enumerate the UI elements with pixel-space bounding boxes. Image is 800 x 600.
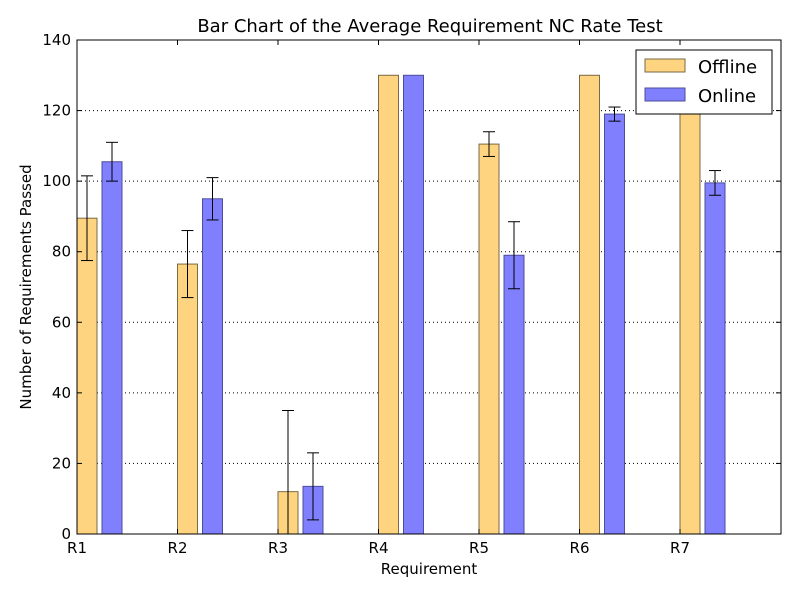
y-axis-label: Number of Requirements Passed bbox=[17, 164, 35, 409]
bars bbox=[76, 74, 726, 535]
y-tick-label: 80 bbox=[52, 243, 71, 261]
x-tick-label: R7 bbox=[670, 539, 690, 557]
legend-swatch-offline bbox=[644, 58, 686, 73]
bar-online-r6 bbox=[604, 113, 625, 535]
x-tick-label: R2 bbox=[168, 539, 188, 557]
error-bars bbox=[81, 106, 721, 535]
error-bar bbox=[81, 175, 93, 262]
y-tick-label: 0 bbox=[61, 525, 71, 543]
y-tick-label: 40 bbox=[52, 384, 71, 402]
error-bar bbox=[608, 106, 621, 122]
y-tick-label: 120 bbox=[42, 102, 71, 120]
chart-title: Bar Chart of the Average Requirement NC … bbox=[197, 16, 662, 37]
bar-online-r4 bbox=[403, 74, 424, 535]
y-tick-label: 20 bbox=[52, 454, 71, 472]
error-bar bbox=[508, 221, 520, 290]
bar-offline-r5 bbox=[478, 143, 500, 535]
gridlines bbox=[77, 110, 781, 464]
y-axis: 0 20 40 60 80 100 120 140 bbox=[42, 31, 781, 543]
x-tick-label: R5 bbox=[469, 539, 489, 557]
legend-label-online: Online bbox=[698, 86, 756, 107]
error-bar bbox=[307, 452, 319, 521]
bar-offline-r1 bbox=[76, 217, 98, 535]
bar-online-r1 bbox=[101, 161, 123, 535]
error-bar bbox=[709, 170, 721, 196]
legend-swatch-online bbox=[644, 87, 686, 102]
bar-offline-r6 bbox=[579, 74, 600, 535]
bar-offline-r4 bbox=[378, 74, 399, 535]
x-tick-label: R1 bbox=[67, 539, 87, 557]
legend-label-offline: Offline bbox=[698, 57, 757, 78]
error-bar bbox=[206, 177, 219, 221]
y-tick-label: 100 bbox=[42, 172, 71, 190]
x-axis-label: Requirement bbox=[381, 560, 478, 578]
bar-online-r7 bbox=[704, 182, 726, 535]
error-bar bbox=[181, 230, 194, 299]
y-tick-label: 60 bbox=[52, 313, 71, 331]
plot-frame bbox=[76, 39, 782, 535]
legend: Offline Online bbox=[635, 49, 773, 115]
bar-offline-r2 bbox=[177, 263, 198, 535]
x-tick-label: R4 bbox=[369, 539, 389, 557]
error-bar bbox=[483, 131, 495, 157]
bar-online-r2 bbox=[202, 198, 223, 535]
x-tick-label: R6 bbox=[570, 539, 590, 557]
error-bar bbox=[106, 141, 118, 182]
bar-offline-r7 bbox=[679, 103, 701, 535]
y-tick-label: 140 bbox=[42, 31, 71, 49]
bar-online-r5 bbox=[503, 254, 525, 535]
x-tick-label: R3 bbox=[268, 539, 288, 557]
x-axis: R1 R2 R3 R4 R5 R6 R7 bbox=[67, 40, 690, 557]
